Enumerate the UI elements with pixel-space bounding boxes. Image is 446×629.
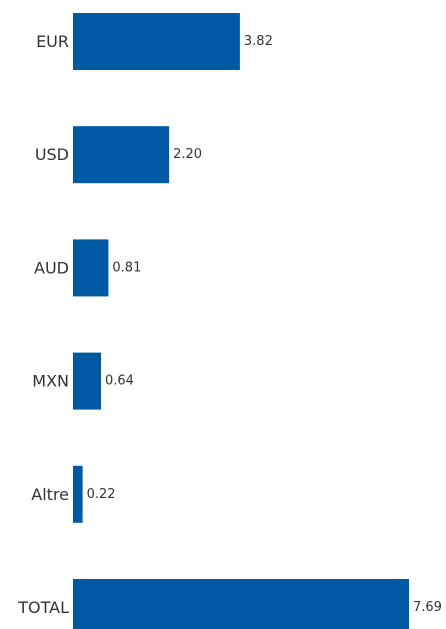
category-labels-group: EUR USD AUD MXN Altre TOTAL <box>17 32 69 617</box>
value-label-aud: 0.81 <box>112 260 141 275</box>
bar-altre <box>73 466 83 523</box>
bar-mxn <box>73 353 101 410</box>
bar-usd <box>73 126 169 183</box>
value-label-total: 7.69 <box>413 600 442 615</box>
value-label-usd: 2.20 <box>173 147 202 162</box>
bar-eur <box>73 13 240 70</box>
category-label-eur: EUR <box>36 32 69 51</box>
category-label-usd: USD <box>35 145 69 164</box>
value-label-eur: 3.82 <box>244 34 273 49</box>
bar-total <box>73 579 409 629</box>
category-label-aud: AUD <box>34 258 69 277</box>
value-labels-group: 3.82 2.20 0.81 0.64 0.22 7.69 <box>87 34 442 615</box>
value-label-mxn: 0.64 <box>105 374 134 389</box>
category-label-total: TOTAL <box>17 598 69 617</box>
category-label-altre: Altre <box>31 485 69 504</box>
value-label-altre: 0.22 <box>87 487 116 502</box>
bars-group <box>73 13 409 629</box>
category-label-mxn: MXN <box>32 372 69 391</box>
bar-aud <box>73 239 108 296</box>
